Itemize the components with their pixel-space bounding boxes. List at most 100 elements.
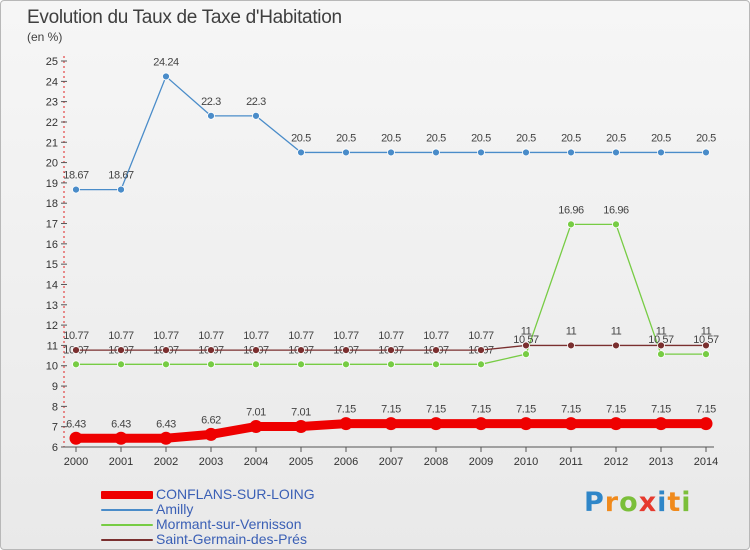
series-point-3 [612, 341, 620, 350]
data-label-0: 6.43 [156, 418, 176, 430]
data-label-0: 7.15 [561, 404, 581, 416]
series-point-1 [612, 148, 620, 157]
x-tick-label: 2004 [244, 456, 268, 468]
series-point-2 [702, 350, 710, 359]
series-point-2 [297, 360, 305, 369]
data-label-1: 18.67 [63, 170, 89, 182]
series-point-2 [522, 350, 530, 359]
series-point-1 [432, 148, 440, 157]
data-label-3: 11 [521, 325, 532, 337]
series-point-0 [699, 417, 713, 431]
y-tick-label: 21 [46, 137, 58, 149]
series-point-3 [657, 341, 665, 350]
y-tick-label: 9 [52, 381, 58, 393]
y-tick-label: 6 [52, 442, 58, 454]
series-point-2 [72, 360, 80, 369]
data-label-0: 6.43 [111, 418, 131, 430]
series-point-0 [519, 417, 533, 431]
series-point-2 [117, 360, 125, 369]
data-label-3: 10.77 [378, 330, 404, 342]
series-point-3 [117, 346, 125, 354]
data-label-1: 20.5 [426, 132, 446, 144]
legend-label-conflans: CONFLANS-SUR-LOING [156, 486, 315, 502]
data-label-3: 10.77 [63, 330, 89, 342]
data-label-3: 10.77 [288, 330, 314, 342]
legend-swatch-mormant [101, 524, 153, 526]
data-label-1: 20.5 [381, 132, 401, 144]
series-point-1 [297, 148, 305, 157]
data-label-0: 7.15 [381, 404, 401, 416]
data-label-0: 7.15 [426, 404, 446, 416]
y-tick-label: 11 [47, 340, 58, 352]
series-point-0 [564, 417, 578, 431]
data-label-1: 18.67 [108, 170, 134, 182]
series-point-3 [387, 346, 395, 354]
series-point-3 [342, 346, 350, 354]
data-label-2: 10.57 [648, 334, 674, 346]
series-point-0 [339, 417, 353, 431]
logo-letter: i [657, 487, 668, 518]
logo-letter: t [667, 487, 682, 518]
data-label-3: 10.77 [108, 330, 134, 342]
data-label-1: 20.5 [696, 132, 716, 144]
series-point-2 [207, 360, 215, 369]
series-point-0 [384, 417, 398, 431]
data-label-1: 20.5 [471, 132, 491, 144]
y-tick-label: 23 [46, 97, 58, 109]
series-point-0 [204, 427, 218, 441]
series-point-3 [162, 346, 170, 354]
logo-letter: r [604, 487, 620, 518]
legend-swatch-saint-germain [101, 539, 153, 541]
series-point-1 [117, 185, 125, 194]
data-label-3: 11 [611, 325, 622, 337]
series-point-3 [252, 346, 260, 354]
series-point-3 [567, 341, 575, 350]
y-tick-label: 17 [46, 219, 58, 231]
data-label-3: 10.77 [198, 330, 224, 342]
series-point-2 [252, 360, 260, 369]
series-point-2 [387, 360, 395, 369]
series-point-3 [297, 346, 305, 354]
data-label-1: 20.5 [651, 132, 671, 144]
y-tick-label: 24 [46, 76, 58, 88]
series-point-3 [522, 341, 530, 350]
data-label-1: 20.5 [606, 132, 626, 144]
series-point-1 [162, 72, 170, 81]
series-point-1 [207, 111, 215, 120]
chart-title: Evolution du Taux de Taxe d'Habitation [27, 7, 342, 28]
y-tick-label: 7 [52, 422, 58, 434]
y-tick-label: 20 [46, 158, 58, 170]
logo-letter: P [584, 487, 605, 518]
x-tick-label: 2001 [109, 456, 133, 468]
data-label-0: 7.15 [336, 404, 356, 416]
x-tick-label: 2011 [559, 456, 583, 468]
data-label-3: 11 [656, 325, 667, 337]
y-tick-label: 12 [46, 320, 58, 332]
data-label-3: 11 [566, 325, 577, 337]
data-label-1: 20.5 [516, 132, 536, 144]
data-label-3: 11 [701, 325, 712, 337]
data-label-2: 10.57 [513, 334, 539, 346]
proxiti-logo: Proxiti [584, 487, 692, 518]
y-tick-label: 19 [46, 178, 58, 190]
data-label-3: 10.77 [243, 330, 269, 342]
data-label-1: 20.5 [561, 132, 581, 144]
data-label-0: 7.01 [291, 406, 311, 418]
data-label-3: 10.77 [333, 330, 359, 342]
x-tick-label: 2002 [154, 456, 178, 468]
data-label-0: 6.62 [201, 414, 221, 426]
series-point-0 [654, 417, 668, 431]
data-label-0: 7.15 [696, 404, 716, 416]
legend-label-mormant: Mormant-sur-Vernisson [156, 516, 302, 532]
series-point-1 [342, 148, 350, 157]
series-point-2 [612, 220, 620, 229]
series-point-3 [477, 346, 485, 354]
data-label-2: 16.96 [558, 204, 584, 216]
series-point-3 [702, 341, 710, 350]
logo-letter: o [619, 487, 639, 518]
data-label-1: 24.24 [153, 56, 179, 68]
data-label-0: 7.01 [246, 406, 266, 418]
x-tick-label: 2003 [199, 456, 223, 468]
